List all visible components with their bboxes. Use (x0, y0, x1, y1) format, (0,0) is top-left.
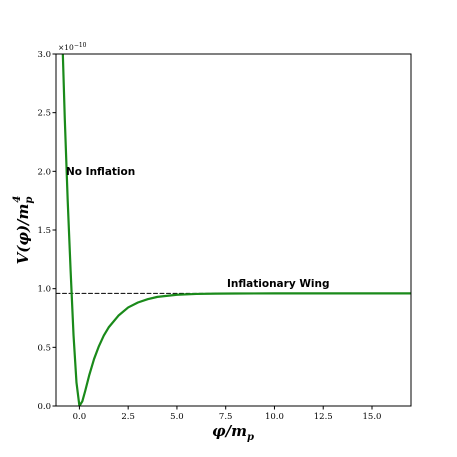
x-tick-label: 2.5 (121, 412, 135, 422)
y-scale-label: ×10−10 (58, 42, 87, 52)
plot-layer (56, 54, 411, 406)
y-tick-label: 0.5 (37, 343, 51, 353)
annotation-inflationary-wing: Inflationary Wing (227, 278, 330, 290)
y-tick-label: 0.0 (37, 402, 51, 412)
y-tick-label: 2.5 (37, 109, 51, 119)
annotation-no-inflation: No Inflation (66, 166, 135, 178)
y-tick-label: 1.0 (37, 285, 51, 295)
plot-frame (55, 53, 412, 407)
x-tick-label: 5.0 (170, 412, 184, 422)
y-tick-label: 2.0 (37, 167, 51, 177)
x-tick-label: 12.5 (314, 412, 333, 422)
axis-layer: 0.0 2.5 5.0 7.5 10.0 12.5 15.0 0.0 0.5 1.0 1.5 2.0 2… (37, 50, 381, 422)
x-axis-label: φ/mp (212, 422, 254, 443)
y-axis-label: V(φ)/mp4 (12, 196, 35, 265)
x-tick-label: 0.0 (73, 412, 87, 422)
x-tick-label: 7.5 (219, 412, 233, 422)
x-tick-label: 15.0 (363, 412, 382, 422)
y-tick-label: 3.0 (37, 50, 51, 60)
potential-curve (61, 54, 411, 406)
x-tick-label: 10.0 (265, 412, 284, 422)
y-tick-label: 1.5 (37, 226, 51, 236)
